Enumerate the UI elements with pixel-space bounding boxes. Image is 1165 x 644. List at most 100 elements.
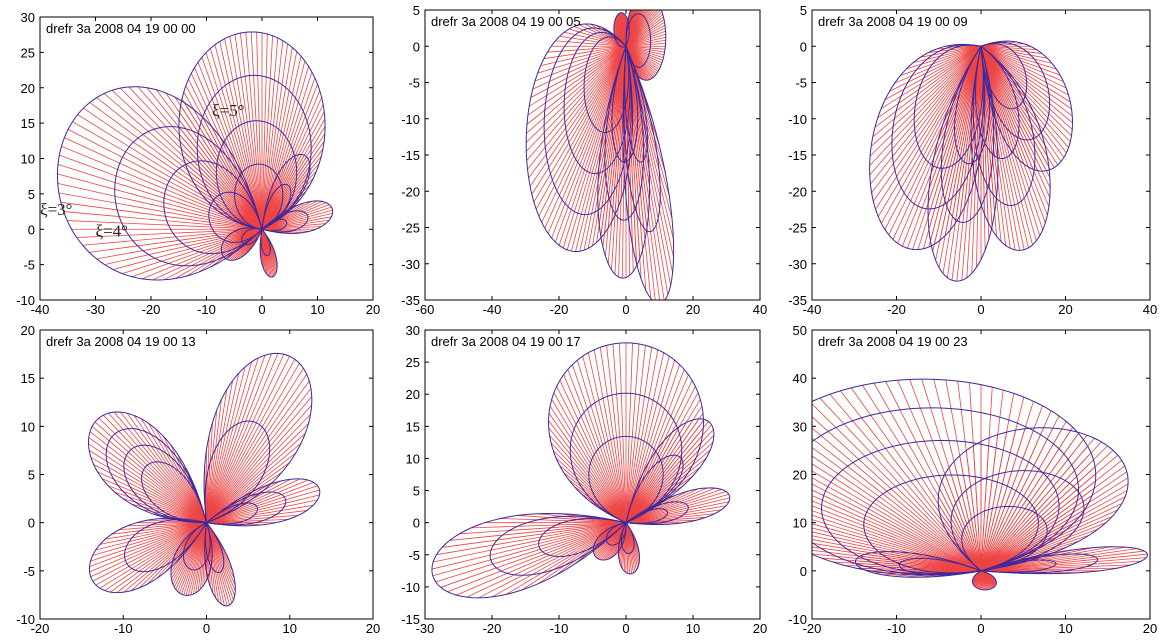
spoke-line xyxy=(593,349,627,523)
spoke-line xyxy=(625,516,707,524)
spoke-line xyxy=(206,514,299,524)
x-tick-label: 0 xyxy=(203,621,210,636)
spoke-line xyxy=(537,45,627,74)
spoke-line xyxy=(431,522,627,570)
spoke-line xyxy=(625,426,680,523)
spoke-line xyxy=(155,429,207,523)
spoke-line xyxy=(120,411,207,523)
spoke-line xyxy=(625,487,708,524)
spoke-line xyxy=(206,357,259,523)
spoke-line xyxy=(625,466,701,523)
spoke-line xyxy=(599,347,627,523)
spoke-line xyxy=(261,202,327,230)
spoke-line xyxy=(528,45,627,107)
y-tick-label: 5 xyxy=(28,468,35,483)
spoke-line xyxy=(906,45,982,70)
plot-area xyxy=(525,10,675,300)
spoke-line xyxy=(567,369,627,523)
contour-line xyxy=(980,559,1057,573)
panel-3: -40 -20 0 20 40 -35 -30 -25 -20 -15 -10 -5 0 5 drefr 3… xyxy=(788,3,1157,317)
y-tick-label: 20 xyxy=(406,387,420,402)
contour-line xyxy=(569,392,683,524)
y-tick-label: -35 xyxy=(401,293,420,308)
spoke-line xyxy=(206,442,302,523)
spoke-line xyxy=(980,432,1007,571)
spoke-line xyxy=(941,480,982,571)
contour-line xyxy=(260,218,288,232)
x-tick-label: -10 xyxy=(114,621,133,636)
spoke-line xyxy=(206,399,222,523)
contour-group xyxy=(812,378,1148,591)
spoke-line xyxy=(544,46,627,229)
spoke-line xyxy=(625,45,664,59)
spoke-line xyxy=(625,16,664,47)
contour-line xyxy=(898,557,983,576)
spoke-line xyxy=(855,562,982,572)
spoke-line xyxy=(625,45,663,64)
contour-line xyxy=(123,444,208,524)
spoke-line xyxy=(625,46,630,223)
spoke-line xyxy=(625,488,722,524)
spoke-line xyxy=(103,414,207,523)
y-tick-label: -5 xyxy=(795,76,807,91)
spoke-line xyxy=(625,513,715,524)
chart-title: drefr 3a 2008 04 19 00 23 xyxy=(818,334,968,349)
spoke-line xyxy=(939,511,982,572)
contour-line xyxy=(431,512,628,599)
spoke-line xyxy=(549,435,627,523)
spoke-line xyxy=(261,201,323,230)
contour-line xyxy=(538,518,628,557)
spoke-line xyxy=(206,484,269,524)
spoke-line xyxy=(552,450,627,523)
spoke-line xyxy=(261,37,279,230)
spoke-line xyxy=(89,431,207,523)
spoke-line xyxy=(625,27,666,47)
spoke-line xyxy=(63,211,263,230)
spoke-line xyxy=(587,352,627,523)
x-tick-label: -10 xyxy=(887,621,906,636)
y-tick-label: -10 xyxy=(401,580,420,595)
spoke-line xyxy=(206,353,279,523)
spoke-line xyxy=(582,356,627,523)
y-tick-label: 40 xyxy=(793,371,807,386)
y-tick-label: 30 xyxy=(406,323,420,338)
y-tick-label: 25 xyxy=(21,45,35,60)
spoke-line xyxy=(541,46,627,223)
spoke-line xyxy=(88,437,207,523)
spoke-line xyxy=(920,45,982,58)
contour-line xyxy=(525,23,634,253)
spoke-line xyxy=(261,219,330,230)
spoke-line xyxy=(941,520,982,572)
spoke-line xyxy=(102,478,207,524)
x-tick-label: -20 xyxy=(31,621,50,636)
spoke-line xyxy=(625,46,633,245)
contour-line xyxy=(489,515,628,576)
spoke-line xyxy=(526,45,627,125)
spoke-line xyxy=(568,28,627,47)
x-tick-label: -20 xyxy=(483,621,502,636)
spoke-line xyxy=(856,557,982,572)
spoke-line xyxy=(471,522,627,529)
spoke-line xyxy=(980,450,1114,572)
spoke-line xyxy=(261,165,311,230)
spoke-line xyxy=(517,515,627,524)
spoke-group xyxy=(88,353,320,606)
spoke-line xyxy=(206,433,306,523)
spoke-line xyxy=(99,522,207,545)
spoke-line xyxy=(261,161,310,230)
contour-line xyxy=(980,41,1051,141)
spoke-line xyxy=(206,366,246,523)
spoke-line xyxy=(953,461,982,571)
spoke-line xyxy=(114,491,207,524)
spoke-line xyxy=(261,174,310,230)
spoke-line xyxy=(625,432,673,523)
contour-line xyxy=(205,502,259,525)
y-tick-label: -15 xyxy=(401,612,420,627)
x-tick-label: 0 xyxy=(622,621,629,636)
spoke-line xyxy=(625,457,707,523)
y-tick-label: -15 xyxy=(788,148,807,163)
contour-line xyxy=(970,45,1051,251)
tick-group: -40 -30 -20 -10 0 10 20 -10 -5 0 5 10 15 20 25 30 xyxy=(16,10,380,317)
